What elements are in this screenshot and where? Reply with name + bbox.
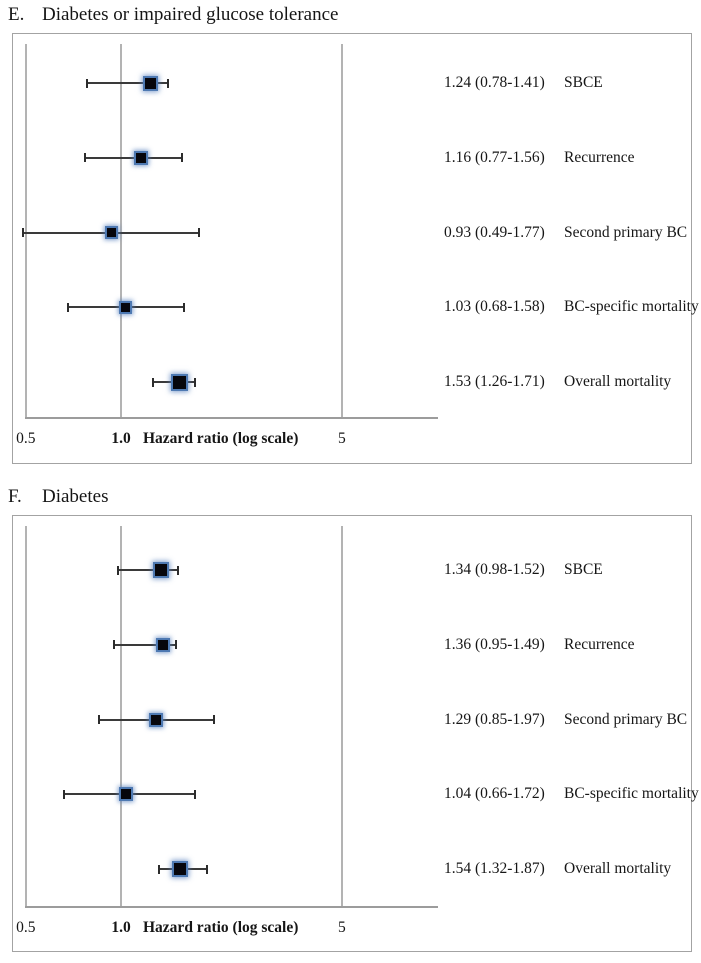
forest-row-label: 1.24 (0.78-1.41) SBCE [444,73,603,93]
hr-estimate-text: 1.36 (0.95-1.49) [444,635,545,653]
gridline-5 [340,526,343,906]
ci-cap-low [158,864,161,874]
outcome-label: SBCE [564,561,603,578]
ci-cap-high [194,789,197,799]
outcome-label: BC-specific mortality [564,785,699,803]
ci-cap-low [97,715,100,724]
outcome-label: SBCE [564,74,603,91]
hr-point-marker [148,712,163,727]
hr-estimate-text: 1.34 (0.98-1.52) [444,561,545,578]
ci-cap-high [182,302,185,312]
ci-cap-high [198,228,201,237]
x-tick-label-0.5: 0.5 [16,919,36,936]
ci-cap-high [181,153,184,163]
panel-f-title: F. Diabetes [8,486,108,508]
gridline-1.0 [120,44,122,417]
panel-e-title: E. Diabetes or impaired glucose tolerance [8,4,339,26]
ci-cap-high [213,715,216,724]
x-axis-line [24,906,438,908]
outcome-label: Recurrence [564,148,635,166]
panel-f-letter: F. [8,486,22,507]
hr-estimate-text: 1.53 (1.26-1.71) [444,373,545,390]
forest-row-label: 0.93 (0.49-1.77) Second primary BC [444,223,687,243]
outcome-label: Overall mortality [564,860,672,877]
ci-cap-low [112,640,115,650]
x-tick-label-0.5: 0.5 [16,430,36,447]
hr-estimate-text: 1.03 (0.68-1.58) [444,298,545,316]
panel-e-letter: E. [8,4,25,25]
x-tick-label-1.0: 1.0 [111,919,131,936]
ci-whisker [86,82,169,84]
x-tick-label-1.0: 1.0 [111,430,131,447]
forest-row-label: 1.16 (0.77-1.56) Recurrence [444,148,635,168]
forest-row-label: 1.36 (0.95-1.49) Recurrence [444,635,635,655]
ci-cap-low [85,78,88,88]
ci-cap-high [167,78,170,88]
ci-cap-high [205,864,208,874]
forest-row-label: 1.34 (0.98-1.52) SBCE [444,560,603,580]
gridline-5 [340,44,343,417]
hr-point-marker [119,787,134,802]
gridline-0.5 [24,526,27,906]
hr-point-marker [172,861,189,877]
forest-row-label: 1.04 (0.66-1.72) BC-specific mortality [444,784,699,804]
hr-estimate-text: 1.16 (0.77-1.56) [444,148,545,166]
ci-cap-high [193,377,196,387]
hr-point-marker [143,75,159,91]
ci-whisker [85,156,183,159]
outcome-label: Overall mortality [564,373,672,390]
x-axis-title: Hazard ratio (log scale) [143,919,299,936]
gridline-0.5 [24,44,27,417]
hr-estimate-text: 1.29 (0.85-1.97) [444,710,545,728]
ci-cap-high [174,640,177,650]
hr-point-marker [104,226,118,239]
gridline-1.0 [120,526,122,906]
forest-row-label: 1.29 (0.85-1.97) Second primary BC [444,710,687,730]
panel-e-title-text: Diabetes or impaired glucose tolerance [42,4,339,25]
x-tick-label-5: 5 [337,430,346,447]
outcome-label: BC-specific mortality [564,298,699,316]
ci-cap-low [117,565,120,575]
outcome-label: Recurrence [564,635,635,653]
hr-estimate-text: 0.93 (0.49-1.77) [444,223,545,241]
hr-point-marker [156,637,171,652]
hr-point-marker [118,300,132,314]
x-tick-label-5: 5 [337,919,346,936]
forest-row-label: 1.53 (1.26-1.71) Overall mortality [444,372,671,392]
ci-whisker [118,569,179,571]
forest-plot-panel-e: 0.5 1.0 5 Hazard ratio (log scale) 1.24 (0.7… [12,33,699,464]
forest-row-label: 1.54 (1.32-1.87) Overall mortality [444,859,671,879]
outcome-label: Second primary BC [564,223,688,241]
ci-cap-low [84,153,87,163]
ci-cap-low [62,789,65,799]
hr-estimate-text: 1.54 (1.32-1.87) [444,860,545,877]
forest-row-label: 1.03 (0.68-1.58) BC-specific mortality [444,297,699,317]
ci-cap-low [151,377,154,387]
forest-plot-panel-f: 0.5 1.0 5 Hazard ratio (log scale) 1.34 (0.9… [12,515,699,952]
x-axis-title: Hazard ratio (log scale) [143,430,299,447]
panel-f-title-text: Diabetes [42,486,109,507]
hr-point-marker [153,562,170,578]
hr-estimate-text: 1.04 (0.66-1.72) [444,785,545,803]
hr-point-marker [170,373,188,391]
hr-estimate-text: 1.24 (0.78-1.41) [444,74,545,91]
outcome-label: Second primary BC [564,710,688,728]
ci-cap-low [67,302,70,312]
ci-cap-high [177,565,180,575]
hr-point-marker [134,150,149,165]
x-axis-line [24,417,438,419]
ci-cap-low [22,228,25,237]
ci-whisker [113,643,176,646]
